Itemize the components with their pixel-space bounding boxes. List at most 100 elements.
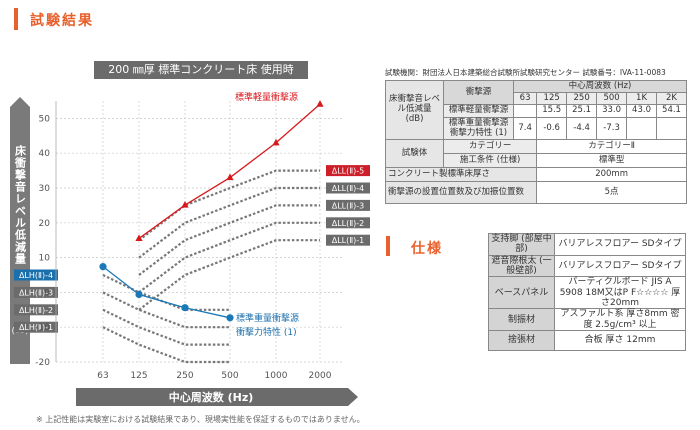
value-cell: 25.1 (566, 104, 598, 118)
spec-value: 合板 厚さ 12mm (554, 330, 686, 352)
series-label-heavy: 標準重量衝撃源 (236, 312, 299, 324)
spec-label: 捨張材 (488, 330, 555, 352)
y-tick-label: 30 (39, 184, 51, 194)
specimen-header: 試験体 (385, 139, 444, 168)
x-axis-label: 中心周波数 (Hz) (169, 390, 254, 404)
impact-value: 5点 (536, 181, 687, 204)
slab-value: 200mm (536, 167, 687, 182)
reference-curve (102, 326, 230, 364)
reference-curve-label: ΔLL(Ⅱ)-3 (332, 201, 365, 210)
y-tick-label: -20 (35, 358, 50, 368)
source-header: 衝撃源 (443, 80, 514, 105)
data-point (181, 201, 189, 208)
reference-curve (102, 274, 230, 311)
freq-header: 中心周波数 (Hz) (513, 80, 687, 93)
reference-label-box (326, 234, 370, 246)
reference-curve (102, 291, 230, 329)
category-label: カテゴリー (442, 139, 538, 154)
series-line (102, 266, 231, 319)
reference-curve-label: ΔLL(Ⅱ)-2 (332, 219, 365, 228)
spec-label: 遮音際根太 (一般壁部) (488, 254, 555, 278)
reference-curve-label: ΔLH(Ⅱ)-3 (19, 288, 53, 297)
freq-cell: 500 (596, 92, 628, 105)
reference-label-box (14, 321, 58, 333)
reference-curve-label: ΔLH(Ⅱ)-2 (19, 306, 53, 315)
value-cell: 7.4 (512, 117, 538, 140)
spec-row: ベースパネル パーティクルボード JIS A 5908 18M又はP F☆☆☆☆ … (488, 276, 686, 310)
data-point (272, 138, 280, 146)
x-tick-label: 2000 (309, 371, 332, 381)
construction-label: 施工条件 (仕様) (442, 153, 538, 168)
freq-cell: 125 (536, 92, 568, 105)
freq-cell: 2K (656, 92, 687, 105)
reference-curves: ΔLL(Ⅱ)-5 ΔLL(Ⅱ)-4 ΔLL(Ⅱ)-3 ΔLL(Ⅱ)-2 ΔLL(Ⅱ)-1… (14, 165, 370, 364)
reduction-header: 床衝撃音レベル低減量 (dB) (385, 80, 444, 140)
x-tick-label: 125 (130, 371, 147, 381)
data-point (99, 263, 107, 271)
spec-label: 支持脚 (部屋中部) (488, 233, 555, 256)
data-point (226, 173, 234, 181)
y-tick-label: 40 (39, 149, 51, 159)
source-cell: 標準重量衝撃源 衝撃力特性 (1) (443, 117, 514, 140)
y-tick-label: 0 (44, 288, 50, 298)
data-point (181, 304, 189, 312)
lab-info: 試験機関：財団法人日本建築総合試験所試験研究センター 試験番号：IVA-11-0… (385, 68, 666, 77)
footnote: ※ 上記性能は実験室における試験結果であり、現場実性能を保証するものではありませ… (36, 415, 365, 424)
spec-row: 支持脚 (部屋中部) バリアレスフロアー SDタイプ (488, 233, 686, 256)
reference-label-box (326, 182, 370, 194)
reference-label-box (14, 269, 58, 281)
grid (56, 101, 342, 363)
x-tick-label: 1000 (265, 371, 288, 381)
x-tick-label: 63 (97, 371, 108, 381)
spec-label: 制振材 (488, 308, 555, 332)
reference-curve (138, 186, 320, 259)
spec-value: アスファルト系 厚さ8mm 密度 2.5g/cm³ 以上 (554, 308, 686, 332)
spec-label: ベースパネル (488, 276, 555, 310)
value-cell (626, 117, 657, 140)
value-cell: 54.1 (656, 104, 687, 118)
y-tick-label: 50 (39, 114, 51, 124)
reference-curve (138, 169, 320, 242)
data-point (135, 234, 143, 242)
reference-curve (138, 221, 320, 294)
results-accent-bar (14, 8, 18, 30)
spec-row: 制振材 アスファルト系 厚さ8mm 密度 2.5g/cm³ 以上 (488, 308, 686, 332)
y-tick-label: 10 (39, 254, 51, 264)
freq-cell: 63 (512, 92, 538, 105)
y-axis-label: 床衝撃音レベル低減量 (14, 144, 28, 265)
results-section-title: 試験結果 (30, 13, 94, 29)
freq-cell: 1K (626, 92, 657, 105)
x-tick-label: 250 (176, 371, 193, 381)
reference-curve-label: ΔLH(Ⅱ)-1 (19, 323, 53, 332)
value-cell: 43.0 (626, 104, 657, 118)
series-label-heavy-2: 衝撃力特性 (1) (236, 326, 297, 338)
value-cell (512, 104, 538, 118)
reference-curve (102, 308, 230, 346)
spec-row: 遮音際根太 (一般壁部) バリアレスフロアー SDタイプ (488, 254, 686, 278)
reference-label-box (326, 165, 370, 177)
spec-table: 支持脚 (部屋中部) バリアレスフロアー SDタイプ 遮音際根太 (一般壁部) バリア… (488, 233, 686, 352)
impact-label: 衝撃源の設置位置数及び加振位置数 (384, 181, 538, 204)
x-tick-label: 500 (221, 371, 238, 381)
value-cell: 33.0 (596, 104, 628, 118)
spec-value: バリアレスフロアー SDタイプ (554, 254, 686, 278)
value-cell: -4.4 (566, 117, 598, 140)
reference-curve (138, 204, 320, 276)
axes: -20 -10 0 10 20 30 40 50 63 125 250 500 1000 2000 中心周波… (35, 101, 358, 406)
specs-section-title: 仕様 (411, 241, 443, 257)
category-value: カテゴリーⅡ (536, 139, 687, 154)
y-tick-label: -10 (35, 323, 50, 333)
series-label-light: 標準軽量衝撃源 (235, 91, 298, 103)
spec-value: パーティクルボード JIS A 5908 18M又はP F☆☆☆☆ 厚さ20mm (554, 276, 686, 310)
chart-banner: 200 ㎜厚 標準コンクリート床 使用時 (94, 61, 308, 79)
slab-label: コンクリート製標準床厚さ (384, 167, 538, 182)
reference-label-box (326, 217, 370, 229)
reference-label-box (14, 286, 58, 298)
construction-value: 標準型 (536, 153, 687, 168)
source-cell: 標準軽量衝撃源 (443, 104, 514, 118)
reference-label-box (14, 304, 58, 316)
reference-curve-label: ΔLL(Ⅱ)-4 (332, 184, 365, 193)
reference-curve (138, 239, 320, 311)
chart: 床衝撃音レベル低減量(dB) ΔLL(Ⅱ)-5ΔLL(Ⅱ)-4ΔLL(Ⅱ)-3Δ… (10, 91, 370, 406)
specs-accent-bar (386, 236, 390, 256)
